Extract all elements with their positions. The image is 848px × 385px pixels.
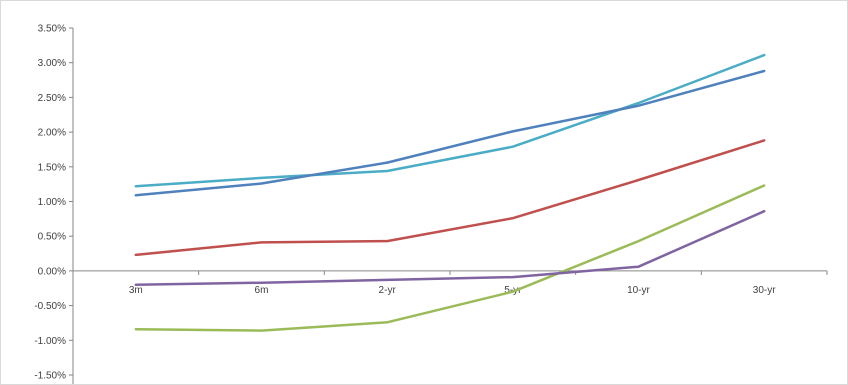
y-tick-label: 0.50% <box>38 232 66 243</box>
y-tick-label: -0.50% <box>34 301 66 312</box>
series-line-1 <box>134 53 766 188</box>
series-lines <box>134 53 766 332</box>
y-tick-label: 2.00% <box>38 128 66 139</box>
series-line-4 <box>134 184 766 332</box>
series-line-5 <box>134 209 766 287</box>
x-tick-label: 10-yr <box>627 285 650 296</box>
y-tick-label: 2.50% <box>38 93 66 104</box>
x-tick-label: 2-yr <box>379 285 397 296</box>
y-tick-label: -1.00% <box>34 336 66 347</box>
x-tick-label: 30-yr <box>753 285 776 296</box>
y-axis: 3.50% 3.00% 2.50% 2.00% 1.50% 1.00% 0.50% 0.00%… <box>34 24 74 384</box>
y-tick-label: 3.50% <box>38 24 66 35</box>
y-tick-label: 1.50% <box>38 162 66 173</box>
x-tick-label: 6m <box>255 285 269 296</box>
y-tick-label: 3.00% <box>38 58 66 69</box>
y-tick-label: 0.00% <box>38 266 66 277</box>
series-line-3 <box>134 139 766 257</box>
y-tick-label: 1.00% <box>38 197 66 208</box>
x-tick-label: 3m <box>129 285 143 296</box>
y-tick-label: -1.50% <box>34 371 66 382</box>
series-line-2 <box>134 69 766 197</box>
